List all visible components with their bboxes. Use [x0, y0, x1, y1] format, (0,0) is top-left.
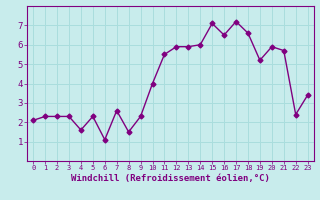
- X-axis label: Windchill (Refroidissement éolien,°C): Windchill (Refroidissement éolien,°C): [71, 174, 270, 183]
